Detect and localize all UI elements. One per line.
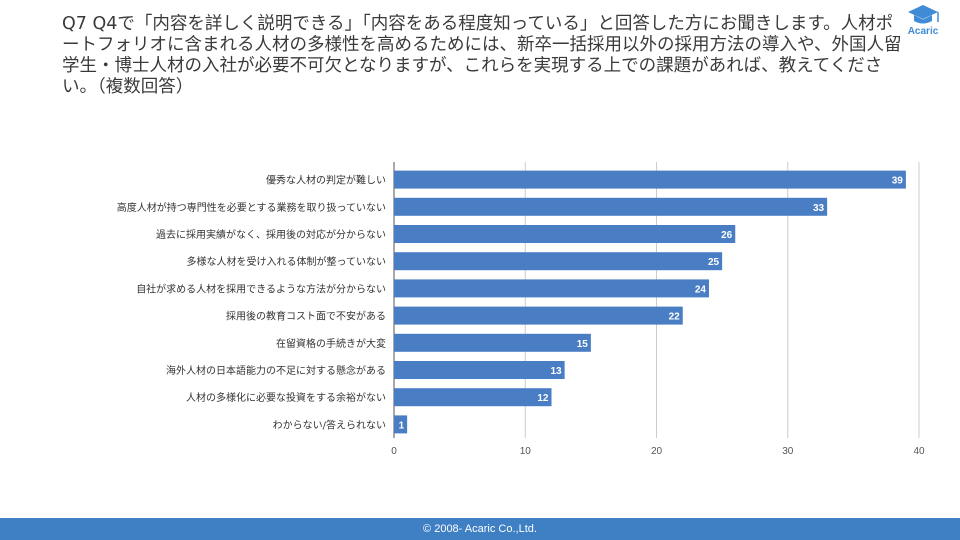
data-label: 12 — [537, 393, 549, 404]
data-label: 26 — [721, 230, 733, 241]
question-text: Q7 Q4で「内容を詳しく説明できる」「内容をある程度知っている」と回答した方に… — [62, 14, 902, 97]
x-tick-label: 20 — [651, 446, 663, 457]
category-label: 自社が求める人材を採用できるような方法が分からない — [136, 282, 386, 295]
data-label: 15 — [577, 339, 589, 350]
bar — [394, 279, 709, 298]
category-label: 海外人材の日本語能力の不足に対する懸念がある — [166, 364, 386, 377]
data-label: 22 — [669, 312, 681, 323]
category-label: 人材の多様化に必要な投資をする余裕がない — [186, 391, 386, 404]
category-label: 在留資格の手続きが大変 — [276, 337, 386, 350]
bar — [394, 170, 906, 189]
x-tick-label: 10 — [520, 446, 532, 457]
acaric-logo: Acaric — [894, 2, 952, 42]
category-label: 採用後の教育コスト面で不安がある — [226, 310, 386, 323]
bar-chart: 0 10 20 30 40 優秀な人材の判定が難しい 39 高度人材が持つ専門性を必要とする業… — [117, 162, 925, 457]
logo-text: Acaric — [907, 26, 939, 37]
category-label: 高度人材が持つ専門性を必要とする業務を取り扱っていない — [117, 201, 386, 214]
category-label: 多様な人材を受け入れる体制が整っていない — [187, 255, 387, 268]
bar — [394, 197, 828, 216]
x-tick-label: 0 — [391, 446, 397, 457]
x-tick-label: 40 — [913, 446, 925, 457]
data-label: 39 — [892, 176, 904, 187]
bar — [394, 225, 736, 243]
category-label: 過去に採用実績がなく、採用後の対応が分からない — [156, 228, 386, 241]
data-label: 24 — [695, 284, 707, 295]
bar — [394, 415, 408, 434]
bar — [394, 252, 723, 271]
bar — [394, 333, 591, 352]
bar — [394, 388, 552, 407]
data-label: 33 — [813, 203, 825, 214]
x-tick-label: 30 — [782, 446, 794, 457]
data-label: 25 — [708, 257, 720, 268]
data-label: 1 — [399, 420, 405, 431]
data-label: 13 — [551, 366, 563, 377]
category-label: わからない/答えられない — [273, 418, 386, 431]
graduation-cap-icon — [908, 5, 939, 24]
category-label: 優秀な人材の判定が難しい — [266, 174, 386, 187]
footer-copyright: © 2008- Acaric Co.,Ltd. — [0, 518, 960, 540]
bar — [394, 306, 683, 325]
bar — [394, 361, 565, 379]
